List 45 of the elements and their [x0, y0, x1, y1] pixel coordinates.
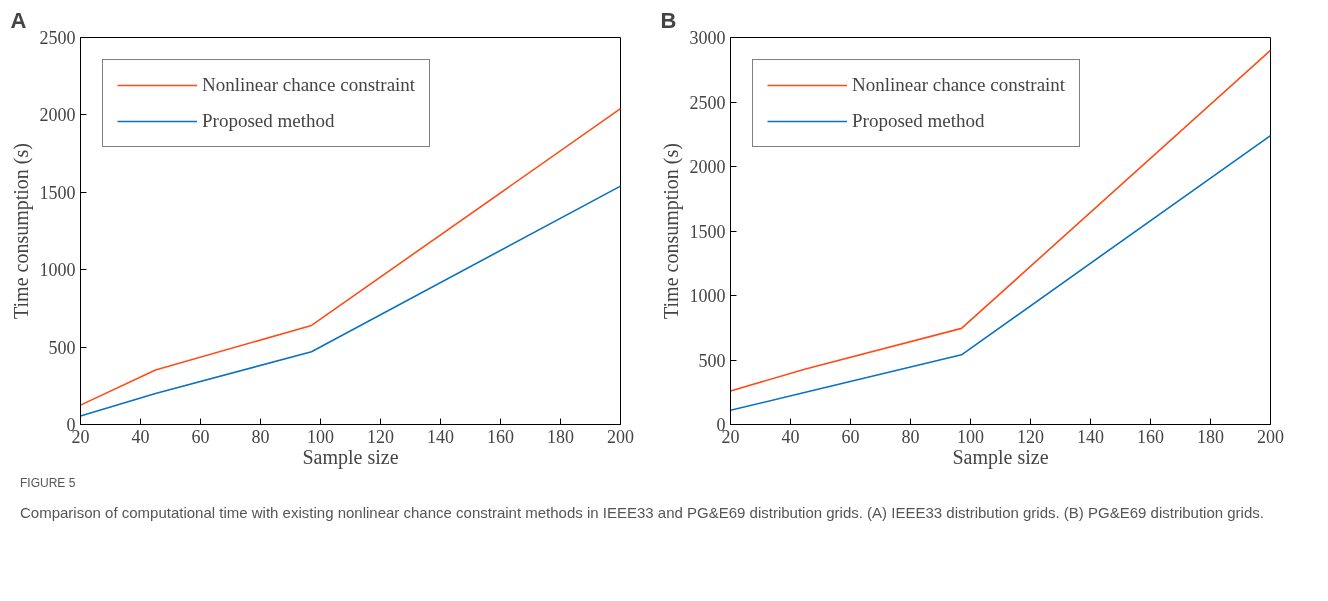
text: Comparison of computational time with existing nonlinear chance constraint methods in IEEE33 and PG&E69 distribution grids. (A) IEEE33 distribution grids. (B) PG&E69 distribution grids. [20, 503, 1264, 524]
legend-label: Proposed method [852, 110, 985, 132]
y-tick-label: 2500 [39, 28, 76, 48]
y-tick-label: 500 [698, 350, 726, 371]
chart-title: B [660, 7, 677, 33]
x-tick-label: 100 [307, 426, 334, 447]
x-tick-label: 40 [781, 426, 800, 447]
line-series [730, 134, 1271, 412]
x-tick-label: 140 [1077, 426, 1104, 447]
legend-label: Nonlinear chance constraint [852, 74, 1066, 96]
caption: FIGURE 5 [20, 475, 76, 492]
y-tick-label: 2000 [39, 105, 76, 126]
x-tick-label: 40 [131, 426, 150, 447]
line-series [730, 49, 1271, 392]
y-tick-label: 500 [48, 337, 76, 358]
x-tick-label: 160 [1137, 426, 1164, 447]
y-axis-title: Time consumption (s) [659, 143, 683, 319]
x-tick-label: 120 [1017, 426, 1044, 447]
x-tick-label: 160 [487, 426, 514, 447]
chart-title: A [10, 7, 27, 33]
x-tick-label: 60 [191, 426, 210, 447]
legend-label: Nonlinear chance constraint [202, 74, 416, 96]
x-axis-title: Sample size [302, 445, 399, 469]
x-axis-title: Sample size [952, 445, 1049, 469]
y-tick-label: 1000 [689, 286, 726, 306]
y-tick-label: 2000 [689, 157, 726, 177]
y-axis-title: Time consumption (s) [9, 143, 33, 319]
line-series [80, 185, 621, 417]
x-tick-label: 200 [607, 426, 634, 447]
x-tick-label: 60 [841, 426, 860, 447]
x-tick-label: 140 [427, 426, 454, 447]
line-series [80, 107, 621, 406]
y-tick-label: 2500 [689, 92, 726, 113]
x-tick-label: 200 [1257, 426, 1284, 447]
x-tick-label: 180 [1197, 426, 1224, 447]
y-tick-label: 1500 [39, 182, 76, 203]
legend-label: Proposed method [202, 110, 335, 132]
x-tick-label: 100 [957, 426, 984, 447]
y-tick-label: 3000 [689, 28, 726, 48]
x-tick-label: 180 [547, 426, 574, 447]
y-tick-label: 1500 [689, 221, 726, 242]
x-tick-label: 80 [901, 426, 920, 447]
x-tick-label: 120 [367, 426, 394, 447]
y-tick-label: 1000 [39, 260, 76, 281]
x-tick-label: 80 [251, 426, 270, 447]
